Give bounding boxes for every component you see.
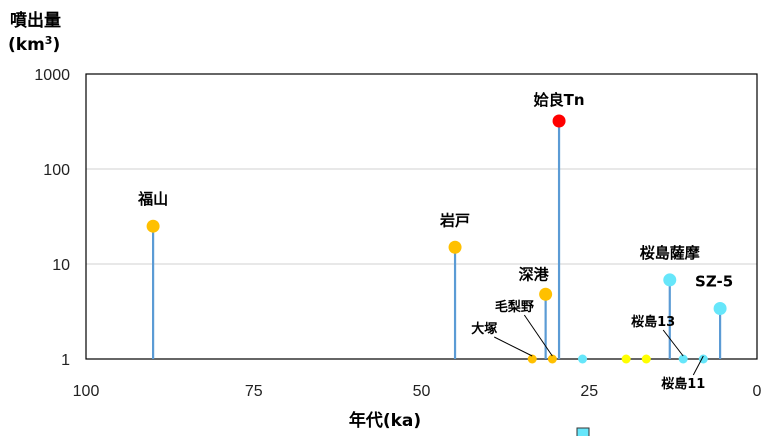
x-tick-label: 0 [753,383,762,400]
data-point [146,219,160,233]
x-tick-label: 25 [580,383,598,400]
data-point [527,354,537,364]
data-point [547,354,557,364]
point-label: 深港 [519,265,550,283]
data-point [578,354,588,364]
data-point [552,114,566,128]
point-label: 福山 [137,190,168,208]
point-label: 姶良Tn [534,91,585,109]
data-point [448,240,462,254]
leader-line [662,329,684,357]
x-tick-label: 75 [245,383,263,400]
data-point [539,287,553,301]
point-label: 大塚 [471,321,497,337]
x-tick-label: 50 [413,383,431,400]
leader-line [523,314,553,357]
y-tick-label: 1000 [34,67,70,84]
point-label: SZ-5 [695,273,733,291]
leader-line [493,336,533,357]
y-axis-title: 噴出量 [10,10,61,31]
plot-frame [85,73,758,360]
leader-line [692,355,704,376]
x-axis-title: 年代(ka) [349,410,421,431]
point-label: 桜島薩摩 [640,244,701,262]
point-label: 桜島13 [631,314,675,330]
data-point [621,354,631,364]
y-tick-label: 1 [61,352,70,369]
point-label: 毛梨野 [495,299,534,315]
point-label: 岩戸 [439,211,470,229]
y-tick-label: 10 [52,257,70,274]
x-tick-label: 100 [73,383,100,400]
data-point [663,273,677,287]
legend-marker [576,427,590,436]
data-point [678,354,688,364]
data-point [713,302,727,316]
data-point [641,354,651,364]
y-axis-unit: (km3) [8,34,60,56]
point-label: 桜島11 [661,376,705,392]
y-tick-label: 100 [43,162,70,179]
